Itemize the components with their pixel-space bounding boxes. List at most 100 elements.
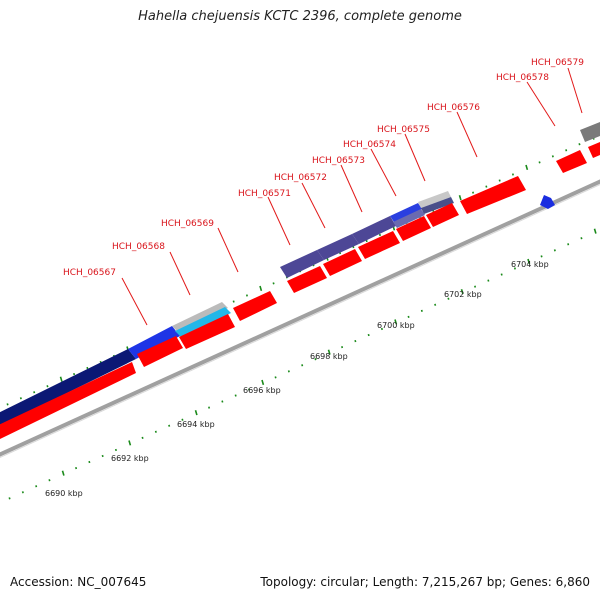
inner-tick-mark [593,228,597,234]
scale-label: 6696 kbp [243,386,281,395]
inner-tick-mark [168,424,171,427]
cds-arrow[interactable] [179,314,235,349]
outer-tick-mark [232,300,235,303]
category-band-segment[interactable] [393,209,425,228]
inner-tick-mark [234,394,237,397]
inner-tick-mark [301,364,304,367]
map-title: Hahella chejuensis KCTC 2396, complete g… [138,9,462,24]
inner-tick-mark [114,448,117,452]
gene-leader-line [456,111,478,158]
outer-tick-mark [472,191,475,194]
outer-tick-mark [245,294,248,297]
inner-tick-mark [247,388,250,391]
gene-label[interactable]: HCH_06572 [274,173,327,183]
cds-arrow[interactable] [460,176,526,214]
inner-tick-mark [420,309,423,312]
cds-arrow[interactable] [358,231,400,259]
gene-label[interactable]: HCH_06573 [312,156,365,166]
inner-tick-mark [354,339,357,343]
inner-tick-mark [88,460,91,464]
inner-tick-mark [367,333,370,337]
inner-tick-mark [35,485,38,488]
inner-tick-mark [327,349,331,355]
gene-leader-line [567,67,583,114]
category-band-segment[interactable] [0,349,136,428]
inner-tick-mark [154,430,157,433]
scale-labels: 6690 kbp 6692 kbp 6694 kbp 6696 kbp 6698… [45,260,549,498]
scale-label: 6702 kbp [444,290,482,299]
outer-tick-mark [458,195,462,201]
gene-label[interactable]: HCH_06571 [238,189,291,199]
inner-tick-mark [460,289,464,295]
inner-tick-mark [61,470,65,476]
category-band-segment[interactable] [418,191,451,208]
outer-tick-mark [86,366,89,370]
cds-arrow-reverse[interactable] [540,195,555,209]
gene-label[interactable]: HCH_06574 [343,140,396,150]
outer-tick-mark [365,239,368,243]
inner-tick-mark [287,370,290,373]
inner-tick-mark [540,255,543,258]
outer-tick-mark [538,161,541,164]
gene-label[interactable]: HCH_06578 [496,73,549,83]
category-band-segment[interactable] [580,122,600,142]
cds-arrow[interactable] [588,142,600,158]
gene-label[interactable]: HCH_06568 [112,242,165,252]
gene-labels: HCH_06567 HCH_06568 HCH_06569 HCH_06571 … [63,58,584,326]
genome-summary-text: Topology: circular; Length: 7,215,267 bp… [260,575,590,589]
inner-tick-mark [141,436,144,439]
inner-tick-mark [314,358,317,361]
outer-tick-mark [272,282,275,285]
inner-tick-mark [513,267,516,270]
gene-leader-line [301,182,326,229]
inner-tick-mark [221,400,224,403]
category-band-segment[interactable] [172,302,228,332]
outer-tick-mark [59,376,63,382]
outer-tick-mark [525,164,529,171]
gene-label[interactable]: HCH_06569 [161,219,214,229]
cds-arrow[interactable] [426,203,459,227]
inner-tick-mark [21,491,24,494]
outer-tick-mark [551,155,554,158]
cds-arrow[interactable] [556,150,587,173]
category-band [0,122,600,428]
cds-arrow[interactable] [233,291,277,321]
outer-tick-mark [259,285,263,292]
category-band-segment[interactable] [421,197,454,214]
category-band-segment[interactable] [280,250,324,278]
gene-label[interactable]: HCH_06575 [377,125,430,135]
outer-tick-mark [6,403,9,406]
outer-tick-mark [33,391,36,394]
inner-tick-mark [567,243,570,246]
scale-label: 6700 kbp [377,321,415,330]
inner-tick-mark [580,237,583,240]
gene-leader-line [169,251,191,296]
inner-tick-mark [75,466,78,470]
category-band-segment[interactable] [175,307,231,337]
genome-backbone-shadow [0,183,600,459]
cds-arrow[interactable] [396,216,431,241]
outer-tick-mark [511,173,514,176]
inner-tick-mark [527,258,531,265]
cds-arrow[interactable] [137,336,183,367]
gene-leader-line [340,164,363,213]
outer-tick-mark [378,233,381,237]
category-band-segment[interactable] [128,326,180,359]
inner-tick-mark [274,376,277,379]
cds-arrow[interactable] [323,249,362,276]
inner-tick-mark [194,410,198,416]
cds-arrow[interactable] [0,362,136,441]
gene-leader-line [217,227,239,273]
inner-tick-mark [434,303,437,306]
outer-tick-mark [565,149,568,152]
category-band-segment[interactable] [317,234,359,260]
category-band-segment[interactable] [352,216,396,244]
gene-label[interactable]: HCH_06579 [531,58,584,68]
inner-tick-mark [447,297,450,300]
category-band-segment[interactable] [390,203,422,222]
gene-label[interactable]: HCH_06567 [63,268,116,278]
cds-arrow[interactable] [287,266,327,293]
inner-tick-mark [487,279,490,282]
gene-label[interactable]: HCH_06576 [427,103,480,113]
